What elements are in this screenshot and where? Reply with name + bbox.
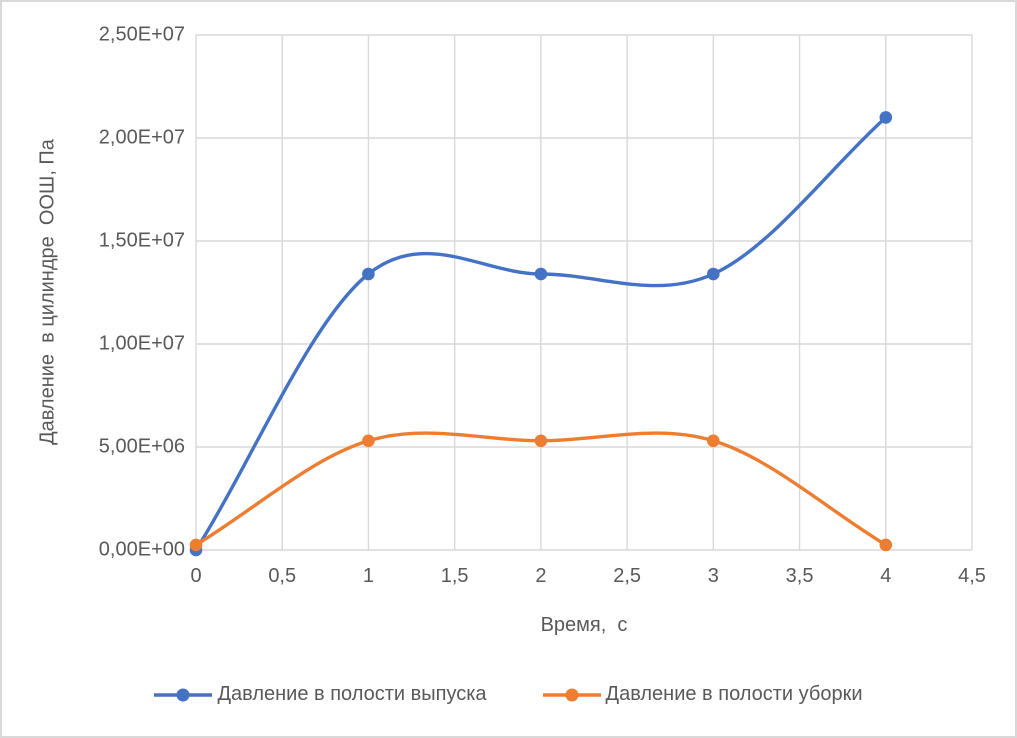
x-tick-label: 3 [707, 565, 719, 587]
x-tick-label: 4,5 [958, 565, 986, 587]
x-tick-label: 2 [535, 565, 547, 587]
y-tick-label: 1,00E+07 [98, 332, 185, 355]
y-tick-label: 2,50E+07 [98, 23, 185, 46]
data-point-marker [534, 434, 548, 448]
data-point-marker [707, 434, 720, 448]
y-tick-label: 2,00E+07 [98, 126, 185, 149]
x-tick-label: 1,5 [440, 565, 469, 587]
y-axis-title: Давление в цилиндре ООШ, Па [36, 139, 59, 445]
series-line-0 [194, 115, 888, 552]
x-tick-label: 3,5 [785, 565, 814, 587]
legend-line-marker-icon [154, 688, 213, 701]
legend: Давление в полости выпуска Давление в по… [2, 683, 1015, 706]
x-tick-label: 0 [190, 565, 202, 587]
y-tick-label: 1,50E+07 [98, 229, 185, 252]
x-axis-title: Время, с [540, 614, 628, 636]
legend-label: Давление в полости выпуска [217, 683, 487, 705]
data-point-marker [362, 434, 375, 448]
data-point-marker [362, 267, 375, 281]
plot-area [189, 34, 973, 557]
x-tick-label: 4 [880, 565, 892, 587]
data-point-marker [189, 538, 203, 552]
data-point-marker [707, 267, 720, 281]
legend-label: Давление в полости уборки [605, 683, 863, 705]
y-tick-label: 5,00E+06 [98, 435, 185, 458]
data-point-marker [879, 538, 893, 552]
legend-line-marker-icon [542, 688, 601, 701]
x-tick-label: 2,5 [613, 565, 642, 587]
data-point-marker [879, 111, 893, 124]
y-tick-label: 0,00E+00 [98, 538, 185, 561]
data-point-marker [534, 267, 548, 281]
x-tick-label: 1 [362, 565, 374, 587]
x-tick-label: 0,5 [268, 565, 297, 587]
legend-item-uborki: Давление в полости уборки [542, 683, 863, 706]
legend-item-vypuska: Давление в полости выпуска [154, 683, 487, 706]
